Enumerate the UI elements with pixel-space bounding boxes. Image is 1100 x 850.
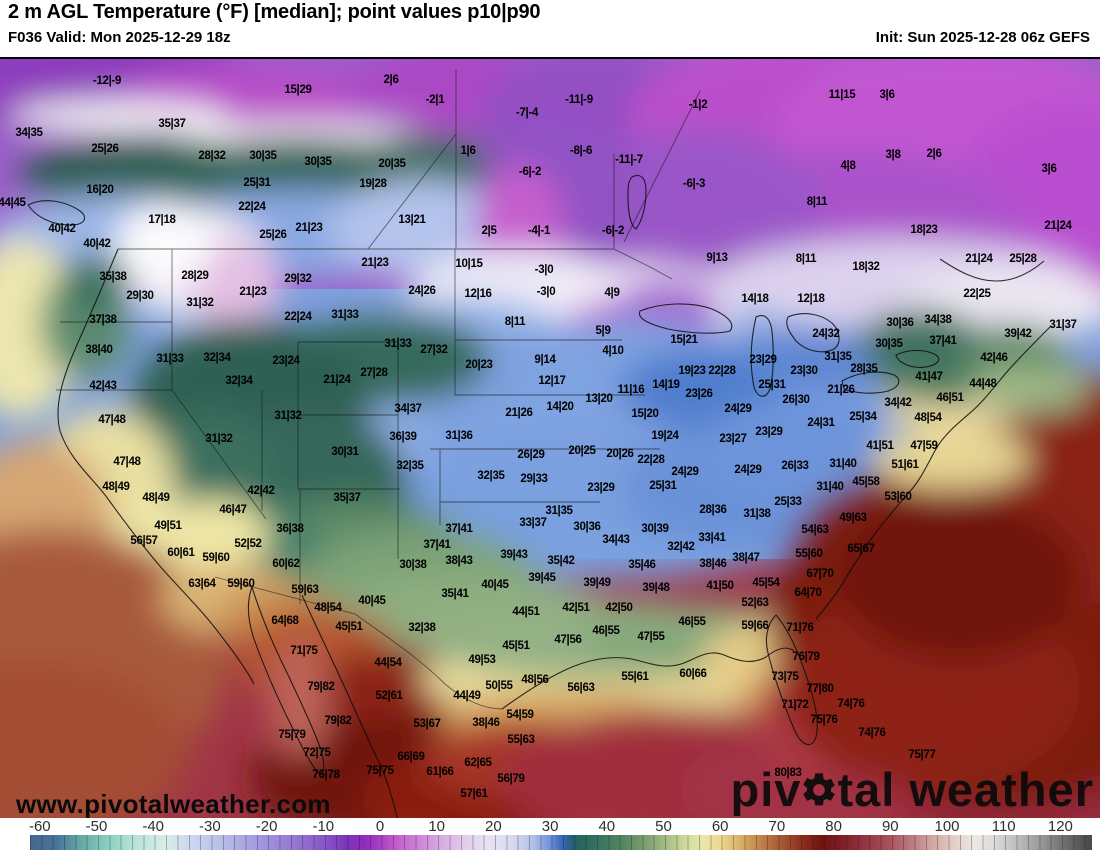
temperature-field xyxy=(0,59,1100,818)
colorbar-tick-label: 120 xyxy=(1047,818,1073,835)
colorbar-tick-label: 50 xyxy=(655,818,672,835)
brand-text-right: tal weather xyxy=(837,763,1094,816)
colorbar-tick-label: 40 xyxy=(598,818,616,835)
colorbar-tick-label: -60 xyxy=(28,818,51,835)
colorbar-tick-label: 70 xyxy=(768,818,786,835)
colorbar-tick-label: -30 xyxy=(199,818,221,835)
valid-time: F036 Valid: Mon 2025-12-29 18z xyxy=(8,29,231,46)
colorbar-tick-label: -10 xyxy=(312,818,335,835)
weather-map-canvas xyxy=(0,57,1100,818)
colorbar-tick-label: -20 xyxy=(255,818,278,835)
colorbar-tick-label: 20 xyxy=(485,818,502,835)
brand-watermark: piv tal weather xyxy=(731,762,1094,817)
colorbar-tick-label: 60 xyxy=(711,818,729,835)
colorbar-tick-label: 30 xyxy=(541,818,559,835)
colorbar-tick-label: 90 xyxy=(881,818,899,835)
init-time: Init: Sun 2025-12-28 06z GEFS xyxy=(875,29,1090,46)
colorbar-tick-label: 110 xyxy=(991,818,1016,835)
colorbar-tick-label: 80 xyxy=(825,818,842,835)
colorbar-segments xyxy=(30,835,1092,850)
colorbar-tick-label: 10 xyxy=(428,818,446,835)
colorbar-strip xyxy=(30,835,1092,850)
colorbar-ticks: -60 -50 -40 -30 -20 -10 0 10 20 30 40 50 60 70 80 90 100… xyxy=(0,818,1100,835)
map-title: 2 m AGL Temperature (°F) [median]; point… xyxy=(8,1,541,23)
header: 2 m AGL Temperature (°F) [median]; point… xyxy=(0,0,1100,57)
colorbar-tick-label: 0 xyxy=(375,818,385,835)
colorbar-tick-label: -40 xyxy=(142,818,165,835)
colorbar-tick-label: 100 xyxy=(934,818,960,835)
coastlines xyxy=(27,174,1051,818)
colorbar-tick-label: -50 xyxy=(85,818,108,835)
gear-icon xyxy=(803,773,836,806)
url-watermark: www.pivotalweather.com xyxy=(16,789,331,819)
state-borders xyxy=(56,69,701,710)
brand-text-left: piv xyxy=(730,763,802,816)
